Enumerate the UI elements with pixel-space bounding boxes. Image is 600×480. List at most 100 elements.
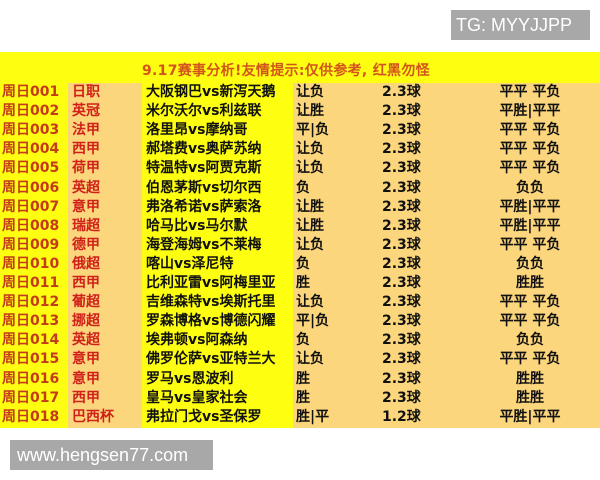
halftime-fulltime-pick: 胜胜	[516, 389, 544, 406]
goals-pick: 2.3球	[382, 255, 421, 272]
watermark: 知乎 @胜败一时	[455, 447, 565, 465]
table-row: 周日009 德甲 海登海姆vs不莱梅 让负 2.3球 平平 平负	[0, 236, 600, 255]
handicap-pick: 让负	[296, 160, 324, 177]
league: 荷甲	[72, 160, 100, 177]
halftime-fulltime-pick: 平平 平负	[499, 84, 561, 100]
teams: 佛罗伦萨vs亚特兰大	[146, 351, 276, 368]
handicap-pick: 让负	[296, 294, 324, 311]
match-id: 周日001	[2, 84, 60, 100]
table-row: 周日012 葡超 吉维森特vs埃斯托里 让负 2.3球 平平 平负	[0, 293, 600, 312]
halftime-fulltime-pick: 平平 平负	[499, 351, 561, 368]
handicap-pick: 让胜	[296, 103, 324, 120]
handicap-pick: 胜	[296, 370, 310, 387]
table-row: 周日006 英超 伯恩茅斯vs切尔西 负 2.3球 负负	[0, 179, 600, 198]
league: 葡超	[72, 294, 100, 311]
match-table: 9.17赛事分析!友情提示:仅供参考, 红黑勿怪 周日001 日职 大阪钢巴vs新泻…	[0, 52, 600, 465]
teams: 海登海姆vs不莱梅	[146, 236, 262, 253]
teams: 弗洛希诺vs萨索洛	[146, 198, 262, 215]
league: 西甲	[72, 141, 100, 158]
halftime-fulltime-pick: 胜胜	[516, 275, 544, 291]
goals-pick: 2.3球	[382, 332, 421, 349]
match-id: 周日017	[2, 389, 60, 406]
league: 法甲	[72, 122, 100, 139]
goals-pick: 2.3球	[382, 236, 421, 253]
halftime-fulltime-pick: 平平 平负	[499, 122, 561, 139]
match-id: 周日009	[2, 236, 60, 253]
handicap-pick: 让负	[296, 236, 324, 253]
teams: 洛里昂vs摩纳哥	[146, 122, 248, 139]
table-row: 周日014 英超 埃弗顿vs阿森纳 负 2.3球 负负	[0, 331, 600, 350]
handicap-pick: 让负	[296, 351, 324, 368]
handicap-pick: 胜	[296, 389, 310, 406]
league: 英超	[72, 332, 100, 349]
teams: 吉维森特vs埃斯托里	[146, 294, 276, 311]
teams: 特温特vs阿贾克斯	[146, 160, 262, 177]
match-id: 周日011	[2, 275, 60, 291]
goals-pick: 2.3球	[382, 103, 421, 120]
handicap-pick: 让胜	[296, 217, 324, 234]
halftime-fulltime-pick: 平平 平负	[499, 160, 561, 177]
teams: 大阪钢巴vs新泻天鹅	[146, 84, 276, 100]
handicap-pick: 平|负	[296, 122, 330, 139]
table-row: 周日015 意甲 佛罗伦萨vs亚特兰大 让负 2.3球 平平 平负	[0, 350, 600, 369]
handicap-pick: 负	[296, 179, 310, 196]
match-id: 周日018	[2, 408, 60, 425]
goals-pick: 2.3球	[382, 160, 421, 177]
halftime-fulltime-pick: 负负	[516, 255, 544, 272]
handicap-pick: 让负	[296, 141, 324, 158]
teams: 罗森博格vs博德闪耀	[146, 313, 276, 330]
match-id: 周日005	[2, 160, 60, 177]
teams: 埃弗顿vs阿森纳	[146, 332, 248, 349]
table-title: 9.17赛事分析!友情提示:仅供参考, 红黑勿怪	[142, 63, 430, 79]
match-id: 周日012	[2, 294, 60, 311]
league: 西甲	[72, 389, 100, 406]
goals-pick: 2.3球	[382, 389, 421, 406]
goals-pick: 2.3球	[382, 141, 421, 158]
goals-pick: 1.2球	[382, 408, 421, 425]
table-row: 周日004 西甲 郝塔费vs奥萨苏纳 让负 2.3球 平平 平负	[0, 140, 600, 159]
handicap-pick: 胜|平	[296, 408, 330, 425]
halftime-fulltime-pick: 平胜|平平	[499, 198, 561, 215]
league: 意甲	[72, 198, 100, 215]
goals-pick: 2.3球	[382, 179, 421, 196]
halftime-fulltime-pick: 平平 平负	[499, 236, 561, 253]
site-badge: www.hengsen77.com	[10, 440, 213, 470]
handicap-pick: 胜	[296, 275, 310, 291]
league: 英冠	[72, 103, 100, 120]
league: 瑞超	[72, 217, 100, 234]
table-row: 周日010 俄超 喀山vs泽尼特 负 2.3球 负负	[0, 255, 600, 274]
handicap-pick: 负	[296, 332, 310, 349]
table-row: 周日016 意甲 罗马vs恩波利 胜 2.3球 胜胜	[0, 370, 600, 389]
halftime-fulltime-pick: 平胜|平平	[499, 408, 561, 425]
table-row: 周日007 意甲 弗洛希诺vs萨索洛 让胜 2.3球 平胜|平平	[0, 198, 600, 217]
table-row: 周日005 荷甲 特温特vs阿贾克斯 让负 2.3球 平平 平负	[0, 159, 600, 178]
teams: 伯恩茅斯vs切尔西	[146, 179, 262, 196]
league: 日职	[72, 84, 100, 100]
teams: 比利亚雷vs阿梅里亚	[146, 275, 276, 291]
league-column-bg	[68, 83, 142, 428]
league: 巴西杯	[72, 408, 114, 425]
table-row: 周日003 法甲 洛里昂vs摩纳哥 平|负 2.3球 平平 平负	[0, 121, 600, 140]
halftime-fulltime-pick: 负负	[516, 179, 544, 196]
table-row: 周日001 日职 大阪钢巴vs新泻天鹅 让负 2.3球 平平 平负	[0, 83, 600, 102]
goals-pick: 2.3球	[382, 294, 421, 311]
table-row: 周日018 巴西杯 弗拉门戈vs圣保罗 胜|平 1.2球 平胜|平平	[0, 408, 600, 427]
goals-pick: 2.3球	[382, 370, 421, 387]
handicap-pick: 负	[296, 255, 310, 272]
goals-pick: 2.3球	[382, 313, 421, 330]
teams: 皇马vs皇家社会	[146, 389, 248, 406]
teams: 米尔沃尔vs利兹联	[146, 103, 262, 120]
halftime-fulltime-pick: 平胜|平平	[499, 217, 561, 234]
league: 意甲	[72, 351, 100, 368]
goals-pick: 2.3球	[382, 217, 421, 234]
league: 西甲	[72, 275, 100, 291]
match-id: 周日007	[2, 198, 60, 215]
match-id: 周日006	[2, 179, 60, 196]
table-row: 周日017 西甲 皇马vs皇家社会 胜 2.3球 胜胜	[0, 389, 600, 408]
handicap-pick: 平|负	[296, 313, 330, 330]
teams: 哈马比vs马尔默	[146, 217, 248, 234]
halftime-fulltime-pick: 平胜|平平	[499, 103, 561, 120]
teams: 罗马vs恩波利	[146, 370, 234, 387]
match-id: 周日014	[2, 332, 60, 349]
teams: 郝塔费vs奥萨苏纳	[146, 141, 262, 158]
